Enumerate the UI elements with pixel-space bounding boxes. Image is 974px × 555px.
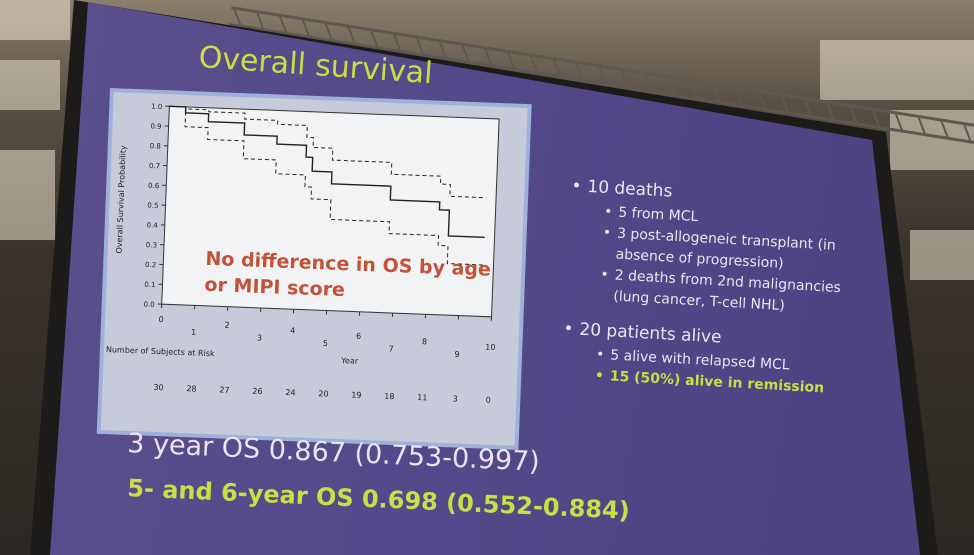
x-tick-label: 10 [485,343,496,352]
x-tick-label: 4 [290,326,295,335]
ceiling-tile [910,230,974,280]
y-tick-label: 0.2 [145,261,156,269]
x-tick-label: 5 [323,339,328,348]
y-tick-label: 0.9 [150,122,161,130]
y-tick-label: 0.4 [146,221,158,229]
km-chart-svg: 0.0 0.1 0.2 0.3 0.4 0.5 0.6 0.7 0.8 0.9 1.0 0 1 2 3 4 5 6… [106,103,500,405]
ceiling-tile [820,40,974,100]
ceiling-tile [0,0,70,40]
ceiling-tile [0,60,60,110]
x-tick-label: 7 [388,344,393,353]
x-tick-label: 8 [422,337,427,346]
at-risk-count: 24 [285,388,296,397]
x-axis-label: Year [340,356,359,366]
x-tick-label: 2 [224,321,229,330]
x-tick-label: 3 [257,333,262,342]
at-risk-count: 18 [384,392,395,401]
at-risk-count: 11 [417,393,428,402]
at-risk-count: 0 [486,396,491,405]
y-tick-label: 0.8 [150,142,161,150]
x-tick-label: 6 [356,332,361,341]
km-chart: 0.0 0.1 0.2 0.3 0.4 0.5 0.6 0.7 0.8 0.9 1.0 0 1 2 3 4 5 6… [100,92,528,446]
confidence-band-curve [169,105,485,267]
at-risk-count: 28 [186,384,197,393]
at-risk-count: 26 [252,387,263,396]
bullet-list: • 10 deaths • 5 from MCL • 3 post-allogenei… [560,176,871,402]
x-tick-label: 9 [454,350,459,359]
y-axis-label: Overall Survival Probability [115,145,128,254]
km-chart-panel: 0.0 0.1 0.2 0.3 0.4 0.5 0.6 0.7 0.8 0.9 1.0 0 1 2 3 4 5 6… [96,88,532,450]
x-tick-label: 0 [158,315,163,324]
confidence-band-curve [169,105,487,199]
y-tick-label: 0.1 [144,281,155,289]
x-tick-label: 1 [191,328,196,337]
y-tick-label: 0.5 [147,202,158,210]
survival-curve [169,105,485,238]
y-tick-label: 0.7 [149,162,160,170]
at-risk-count: 27 [219,385,230,394]
y-tick-label: 1.0 [151,103,162,111]
ceiling-tile [0,150,55,240]
at-risk-count: 30 [153,383,164,392]
at-risk-count: 20 [318,389,329,398]
at-risk-label: Number of Subjects at Risk [106,345,215,358]
y-tick-label: 0.6 [148,182,160,190]
at-risk-count: 3 [453,394,458,403]
y-tick-label: 0.3 [146,241,157,249]
at-risk-count: 19 [351,390,362,399]
y-tick-label: 0.0 [143,300,154,308]
